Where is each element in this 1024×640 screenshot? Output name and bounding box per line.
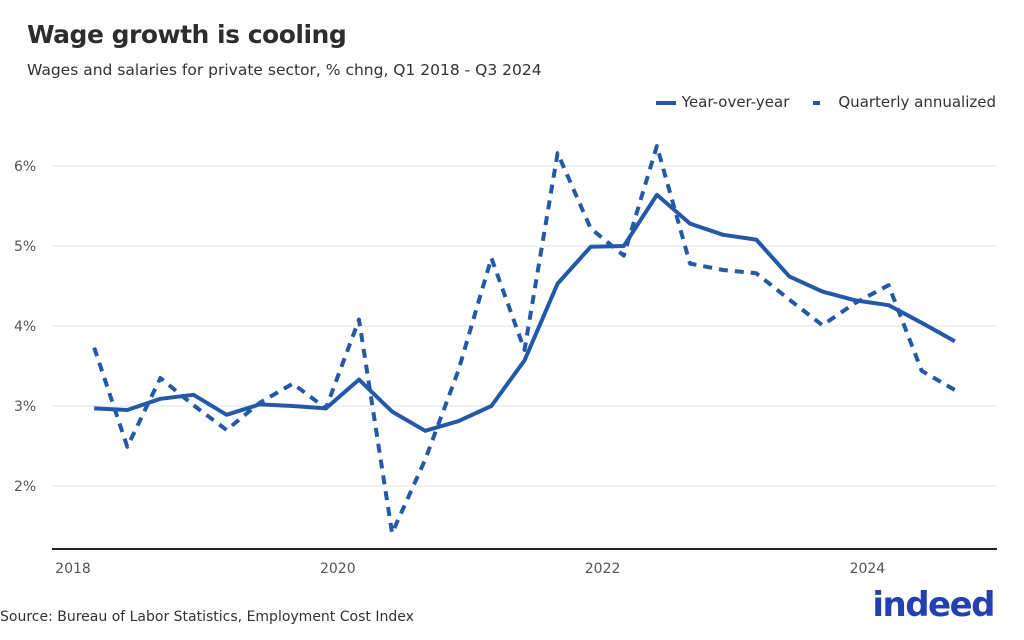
legend: Year-over-year Quarterly annualized xyxy=(655,93,996,111)
series-line-year-over-year xyxy=(94,192,956,433)
dashed-line-swatch xyxy=(813,100,821,105)
x-tick-label: 2020 xyxy=(320,561,356,577)
y-tick-label: 5% xyxy=(14,239,36,255)
chart-subtitle: Wages and salaries for private sector, %… xyxy=(27,61,542,79)
y-tick-label: 3% xyxy=(14,399,36,415)
legend-yoy: Year-over-year xyxy=(655,93,789,111)
source-note: Source: Bureau of Labor Statistics, Empl… xyxy=(0,609,414,625)
x-tick-label: 2022 xyxy=(585,561,621,577)
y-tick-label: 6% xyxy=(14,159,36,175)
y-tick-label: 4% xyxy=(14,319,36,335)
solid-line-swatch xyxy=(655,100,676,105)
x-tick-label: 2024 xyxy=(850,561,886,577)
y-tick-label: 2% xyxy=(14,479,36,495)
indeed-logo: indeed xyxy=(872,585,995,625)
x-tick-label: 2018 xyxy=(55,561,91,577)
chart-title: Wage growth is cooling xyxy=(27,20,347,49)
series-line-quarterly-annualized xyxy=(92,144,956,536)
legend-qa: Quarterly annualized xyxy=(799,93,996,111)
